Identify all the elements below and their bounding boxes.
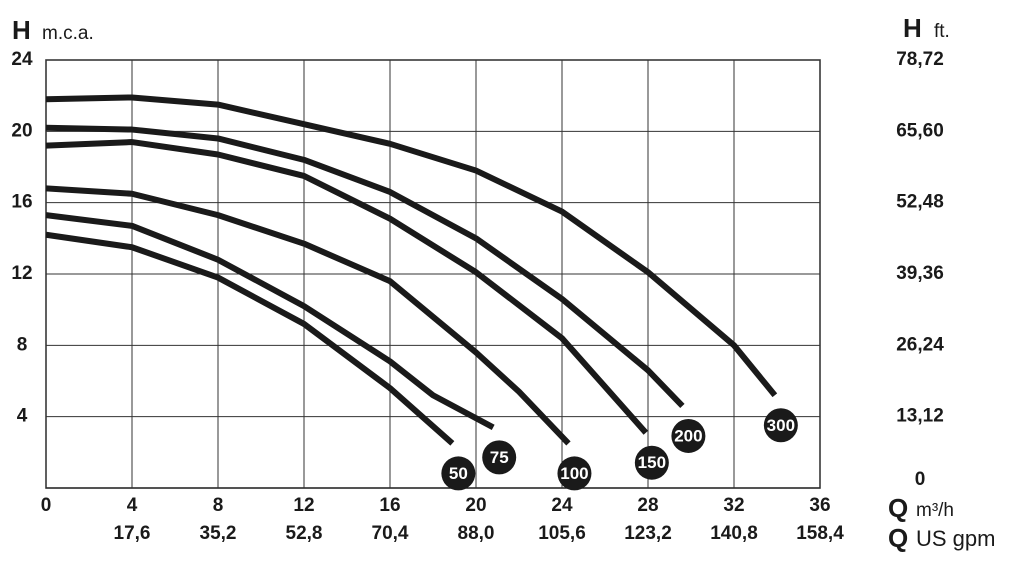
x-tick-label: 36 [809,495,830,516]
x2-tick-label: 35,2 [200,523,237,544]
x-tick-label: 16 [379,495,400,516]
x-tick-label: 32 [723,495,744,516]
curve-label-badge [557,456,592,491]
curve-label-badge [441,456,476,491]
x2-tick-label: 17,6 [114,523,151,544]
curve-label-badge [763,408,798,443]
curve-label: 75 [490,448,509,467]
x2-tick-label: 140,8 [710,523,758,544]
y-axis-unit: m.c.a. [42,23,94,44]
y2-tick-label: 78,72 [896,49,944,70]
y-tick-label: 20 [11,120,32,141]
curve-label: 300 [767,416,795,435]
y2-tick-label: 39,36 [896,263,944,284]
y-tick-label: 4 [17,406,28,427]
x-tick-label: 0 [41,495,52,516]
x-tick-label: 24 [551,495,573,516]
pump-curve [45,212,495,431]
y-tick-label: 8 [17,334,28,355]
y-axis-symbol: H [12,15,31,45]
pump-curve [45,124,685,409]
x2-tick-label: 70,4 [372,523,409,544]
y2-tick-label: 65,60 [896,120,944,141]
curve-label-badge [671,418,706,453]
pump-curve [45,139,649,435]
pump-curve [45,231,455,446]
x-tick-label: 4 [127,495,138,516]
y-tick-label: 24 [11,49,33,70]
y2-tick-label: 52,48 [896,192,944,213]
curve-label: 50 [449,464,468,483]
y-tick-label: 16 [11,192,32,213]
x2-tick-label: 105,6 [538,523,586,544]
x2-axis-symbol: Q [888,523,908,553]
x-tick-label: 20 [465,495,486,516]
curve-label-badge [482,440,517,475]
x-tick-label: 12 [293,495,314,516]
x2-tick-label: 123,2 [624,523,672,544]
x-axis-symbol: Q [888,493,908,523]
y2-tick-label: 26,24 [896,334,944,355]
y2-tick-label: 13,12 [896,406,944,427]
curve-label: 200 [674,426,702,445]
x2-tick-label: 52,8 [286,523,323,544]
curve-label: 150 [638,453,666,472]
pump-curve [45,185,571,446]
x-tick-label: 8 [213,495,224,516]
curve-label: 100 [560,464,588,483]
x2-axis-unit: US gpm [916,526,995,551]
x2-tick-label: 88,0 [458,523,495,544]
y2-axis-symbol: H [903,13,922,43]
y2-axis-unit: ft. [934,21,950,42]
x-tick-label: 28 [637,495,658,516]
y2-tick-label: 0 [915,469,926,490]
curve-label-badge [634,445,669,480]
x2-tick-label: 158,4 [796,523,844,544]
pump-curve [45,94,778,398]
y-tick-label: 12 [11,263,32,284]
x-axis-unit: m³/h [916,500,954,521]
